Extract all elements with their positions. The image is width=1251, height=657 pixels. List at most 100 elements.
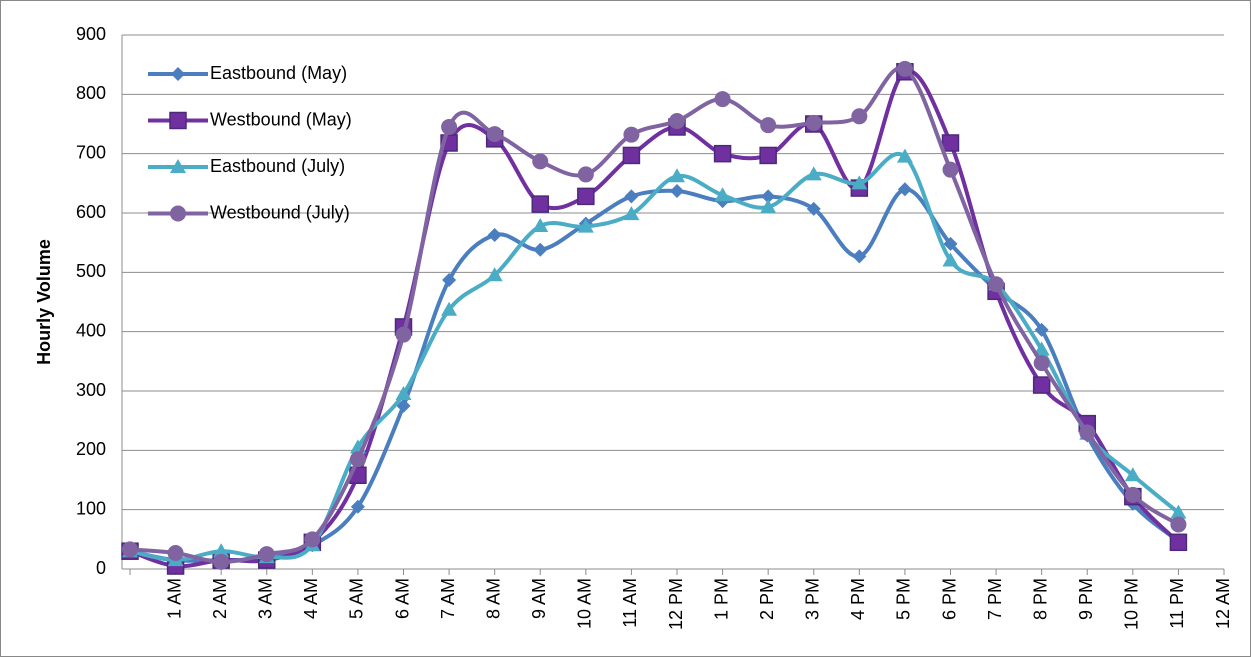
data-point xyxy=(670,184,684,199)
y-tick-label: 300 xyxy=(76,380,106,400)
data-point xyxy=(988,276,1005,293)
y-tick-label: 600 xyxy=(76,202,106,222)
data-point xyxy=(1033,341,1050,356)
data-point xyxy=(623,206,640,221)
data-point xyxy=(941,134,960,152)
data-point xyxy=(851,175,868,190)
data-point xyxy=(761,189,776,204)
y-tick-label: 200 xyxy=(76,439,106,459)
data-point xyxy=(943,236,958,251)
data-point xyxy=(258,546,275,563)
data-point xyxy=(1170,516,1187,533)
x-tick-label: 11 AM xyxy=(620,578,640,628)
data-point xyxy=(532,218,549,233)
y-tick-label: 800 xyxy=(76,83,106,103)
y-tick-label: 100 xyxy=(76,498,106,518)
x-tick-label: 5 PM xyxy=(894,578,914,620)
data-point xyxy=(942,252,959,267)
x-tick-label: 3 AM xyxy=(256,578,276,619)
x-tick-label: 6 PM xyxy=(939,578,959,620)
data-point xyxy=(624,189,639,204)
y-axis-label: Hourly Volume xyxy=(34,239,54,365)
data-point xyxy=(1170,504,1187,519)
legend-marker xyxy=(170,159,186,173)
y-tick-label: 500 xyxy=(76,261,106,281)
data-point xyxy=(669,113,685,130)
x-tick-label: 5 AM xyxy=(347,578,367,619)
x-tick-label: 8 AM xyxy=(483,578,503,619)
data-point xyxy=(487,227,502,242)
data-point xyxy=(851,108,868,125)
x-tick-label: 7 AM xyxy=(438,578,458,619)
data-point xyxy=(349,451,366,468)
x-tick-label: 2 AM xyxy=(210,578,230,619)
series-line xyxy=(129,65,1180,564)
x-tick-label: 9 PM xyxy=(1076,578,1096,620)
y-tick-label: 700 xyxy=(76,142,106,162)
x-tick-label: 10 AM xyxy=(575,578,595,629)
data-point xyxy=(896,60,913,77)
data-point xyxy=(577,187,595,206)
data-point xyxy=(577,218,594,233)
data-point xyxy=(896,148,913,163)
data-point xyxy=(1124,467,1141,482)
data-point xyxy=(714,91,731,108)
data-point xyxy=(805,166,822,181)
legend-label: Westbound (May) xyxy=(210,109,352,129)
x-tick-label: 4 AM xyxy=(301,578,321,619)
data-point xyxy=(395,326,412,343)
data-point xyxy=(897,182,912,197)
data-point xyxy=(441,118,458,135)
legend-marker xyxy=(171,67,185,81)
data-point xyxy=(669,168,685,183)
data-point xyxy=(350,499,365,514)
legend-label: Eastbound (May) xyxy=(210,63,347,83)
x-tick-label: 12 PM xyxy=(666,578,686,630)
data-point xyxy=(759,146,777,165)
x-tick-label: 10 PM xyxy=(1122,578,1142,630)
x-tick-label: 9 AM xyxy=(529,578,549,619)
data-point xyxy=(1124,486,1141,503)
x-tick-label: 1 PM xyxy=(711,578,731,620)
data-point xyxy=(713,144,732,163)
data-point xyxy=(396,398,411,413)
x-tick-label: 2 PM xyxy=(757,578,777,620)
data-point xyxy=(395,385,412,400)
data-point xyxy=(167,544,184,561)
x-tick-label: 8 PM xyxy=(1030,578,1050,620)
legend-label: Eastbound (July) xyxy=(210,156,345,176)
data-point xyxy=(122,541,138,558)
data-point xyxy=(714,187,731,202)
data-point xyxy=(1034,322,1049,337)
data-point xyxy=(1033,355,1050,372)
data-point xyxy=(213,543,230,558)
y-tick-label: 0 xyxy=(96,558,106,578)
x-tick-label: 6 AM xyxy=(392,578,412,619)
data-point xyxy=(805,114,822,131)
data-point xyxy=(806,201,821,216)
data-point xyxy=(533,242,548,257)
data-point xyxy=(760,117,777,134)
data-point xyxy=(623,126,640,143)
legend-label: Westbound (July) xyxy=(210,202,350,222)
legend-marker xyxy=(170,205,186,222)
x-tick-label: 1 AM xyxy=(164,578,184,619)
data-point xyxy=(1079,424,1096,441)
data-point xyxy=(942,161,959,178)
data-point xyxy=(760,199,777,214)
x-tick-label: 3 PM xyxy=(803,578,823,620)
data-point xyxy=(852,249,867,264)
data-point xyxy=(486,126,503,143)
data-point xyxy=(213,553,230,570)
x-tick-label: 4 PM xyxy=(848,578,868,620)
y-tick-label: 400 xyxy=(76,320,106,340)
data-point xyxy=(532,153,549,170)
data-point xyxy=(304,531,321,548)
x-tick-label: 12 AM xyxy=(1213,578,1233,629)
data-point xyxy=(442,273,457,288)
x-tick-label: 7 PM xyxy=(985,578,1005,620)
legend-marker xyxy=(169,111,187,130)
data-point xyxy=(577,166,594,183)
